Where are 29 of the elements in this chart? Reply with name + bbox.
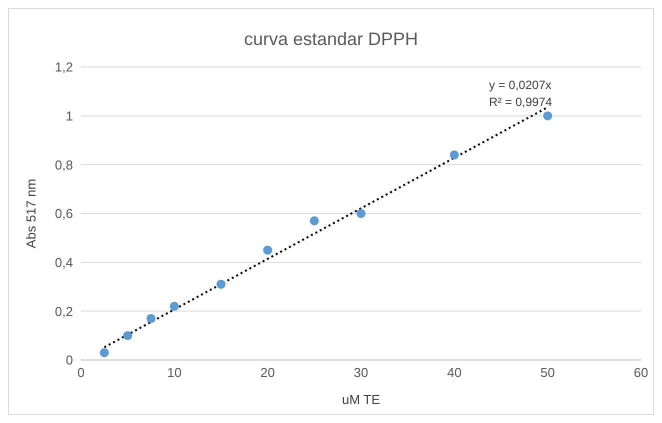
annotation: R² = 0,9974 [489,94,552,111]
y-tick-label: 0,2 [54,304,73,319]
annotation: y = 0,0207x [489,77,552,94]
x-tick-label: 20 [260,365,275,380]
point [170,302,179,311]
point [100,348,109,358]
y-tick-label: 0,8 [54,157,73,172]
point [263,246,272,255]
x-axis-title: uM TE [342,392,380,407]
y-tick-label: 1 [66,108,73,124]
point [216,280,226,289]
x-tick-label: 40 [447,365,462,380]
point [146,314,156,323]
y-tick-label: 0,4 [54,254,73,270]
y-tick-label: 0,6 [54,206,73,222]
x-tick-label: 0 [77,365,85,380]
y-tick-label: 0 [66,352,73,368]
x-tick-label: 50 [540,365,555,380]
point [356,208,366,218]
chart-title: curva estandar DPPH [242,28,420,51]
point [543,111,552,120]
point [310,216,319,226]
x-tick-label: 10 [167,365,182,380]
x-tick-label: 60 [634,365,648,380]
point [450,150,459,160]
y-axis-title: Abs 517 nm [24,178,39,248]
y-tick-label: 1,2 [54,60,73,75]
x-tick-label: 30 [354,365,368,380]
point [123,331,132,340]
